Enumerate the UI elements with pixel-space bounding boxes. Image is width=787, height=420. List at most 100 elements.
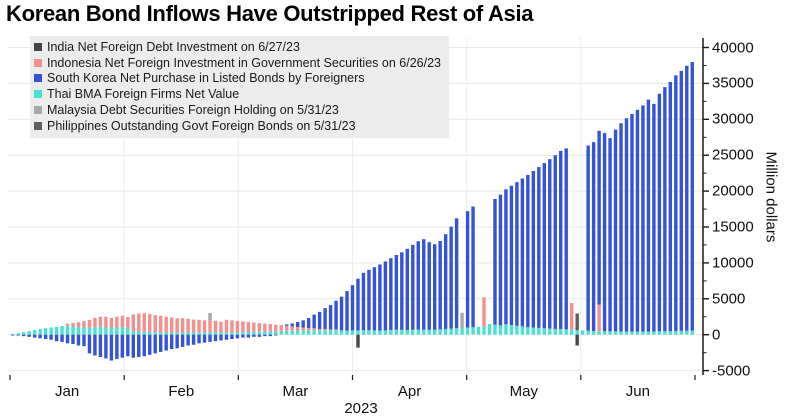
bar-segment-thai [153,332,157,335]
y-tick-label: 5000 [712,290,746,308]
bar-segment-thai [202,332,207,335]
bar-segment-korea [350,285,355,331]
bar-segment-indonesia [482,297,486,327]
bar-segment-thai [60,326,64,335]
bar-segment-thai [317,330,322,335]
bar-segment-indonesia [109,317,114,328]
bar-segment-korea [504,189,508,325]
bar-segment-thai [575,330,579,335]
bar-segment-thai [65,325,70,335]
bar-segment-thai [180,332,185,335]
bar-segment-korea [471,206,475,328]
bar-segment-thai [460,327,464,335]
bar-segment-indonesia [219,321,223,333]
y-tick-label: 35000 [712,74,754,92]
bar-segment-indonesia [153,314,157,333]
bar-segment-indonesia [202,320,207,333]
bar-segment-thai [674,330,678,335]
bar-segment-malaysia [460,312,464,328]
bar-segment-thai [690,330,694,335]
bar-segment-thai [296,330,300,335]
bar-segment-thai [361,330,366,335]
bar-segment-indonesia [235,320,240,333]
bar-segment-indonesia [570,303,574,330]
bar-segment-korea [345,291,349,331]
bar-segment-thai [476,326,481,335]
bar-segment-korea [126,334,130,357]
bar-segment-indonesia [328,329,333,331]
bar-segment-thai [120,327,125,335]
y-tick-label: 0 [712,326,721,344]
bar-segment-thai [345,330,349,335]
legend-label: Thai BMA Foreign Firms Net Value [47,87,240,102]
bar-segment-thai [197,332,201,335]
bar-segment-thai [301,330,305,335]
y-tick-label: -5000 [712,362,751,380]
bar-segment-indonesia [87,319,92,328]
bar-segment-korea [317,311,322,330]
bar-segment-thai [570,329,574,335]
bar-segment-indonesia [317,329,322,331]
bar-segment-thai [613,331,618,335]
bar-segment-indonesia [191,319,196,333]
bar-segment-thai [493,324,497,335]
bar-segment-korea [433,244,437,330]
bar-segment-indonesia [169,317,174,333]
bar-segment-thai [405,329,409,335]
x-month-label-jan: Jan [55,383,80,400]
bar-segment-korea [54,334,59,342]
bar-segment-thai [208,332,212,335]
bar-segment-korea [537,167,541,328]
bar-segment-korea [394,255,399,330]
bar-segment-korea [148,334,152,355]
bar-segment-indonesia [65,323,70,326]
bar-segment-korea [564,148,568,330]
x-month-label-mar: Mar [282,383,309,400]
bar-segment-thai [159,332,163,335]
bar-segment-thai [531,327,536,335]
bar-segment-indonesia [285,325,289,331]
bar-segment-korea [224,334,229,340]
bar-segment-korea [668,81,673,332]
bar-segment-thai [22,332,26,335]
bar-segment-thai [87,327,92,335]
bar-segment-indonesia [312,328,316,331]
bar-segment-korea [137,334,141,357]
bar-segment-thai [356,330,360,335]
bar-segment-korea [65,334,70,344]
bar-segment-korea [509,185,514,326]
x-month-label-feb: Feb [168,383,195,400]
bar-segment-korea [383,261,388,331]
bar-segment-indonesia [296,326,300,331]
bar-segment-korea [553,155,557,329]
bar-segment-thai [646,331,651,335]
bar-segment-korea [389,258,393,331]
bar-segment-korea [93,334,97,356]
bar-segment-thai [82,327,86,335]
bar-segment-indonesia [323,328,327,331]
bar-segment-thai [591,330,596,335]
y-tick-label: 15000 [712,218,754,236]
bar-segment-korea [405,248,409,330]
bar-segment-indonesia [241,321,245,333]
bar-segment-korea [38,334,42,339]
bar-segment-korea [378,264,382,331]
bar-segment-korea [427,242,431,330]
bar-segment-korea [422,239,426,330]
bar-segment-thai [416,329,420,335]
bar-segment-korea [646,99,651,332]
legend-swatch-malaysia [34,106,42,115]
bar-segment-korea [186,334,190,346]
bar-segment-thai [16,333,20,335]
bar-segment-indonesia [142,313,146,332]
bar-segment-thai [553,328,557,335]
bar-segment-korea [591,142,596,331]
bar-segment-indonesia [257,323,262,332]
bar-segment-thai [663,331,667,335]
y-tick-label: 20000 [712,182,754,200]
bar-segment-indonesia [104,316,108,328]
bar-segment-thai [191,332,196,335]
bar-segment-korea [619,123,623,332]
bar-segment-korea [416,241,420,330]
legend-swatch-india [34,42,42,51]
